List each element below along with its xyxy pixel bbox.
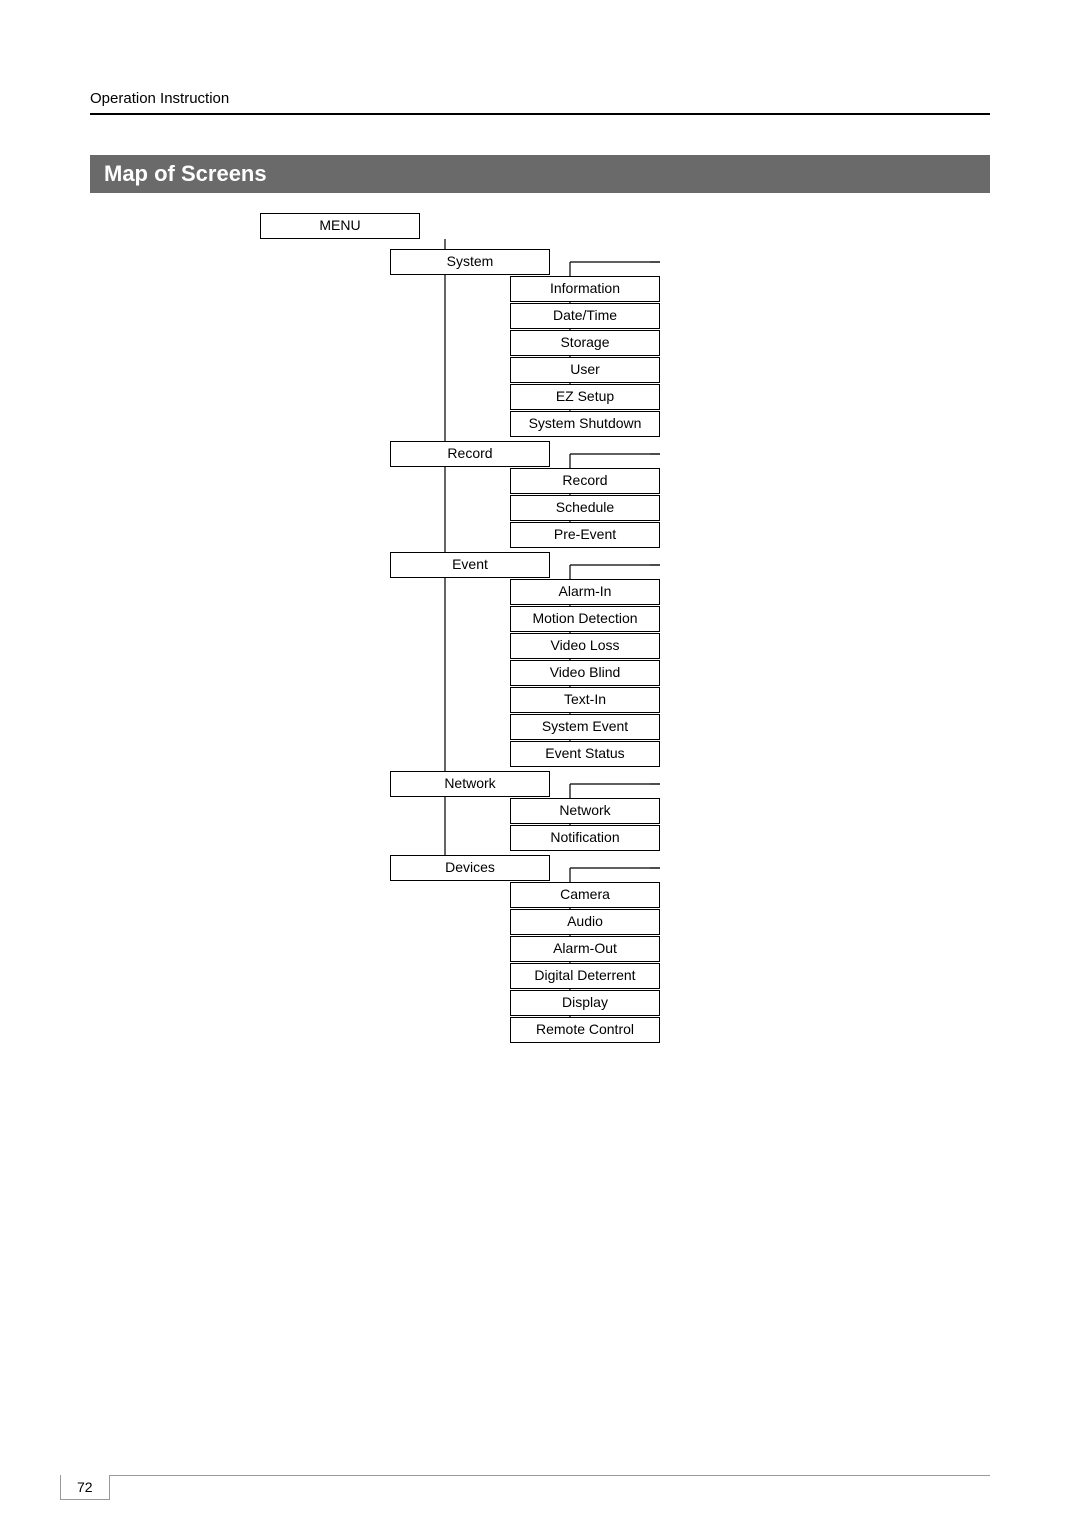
menu-category: Devices (390, 855, 550, 881)
screen-map-diagram: MENU SystemInformationDate/TimeStorageUse… (90, 213, 990, 1057)
menu-leaf: Alarm-Out (510, 936, 660, 962)
menu-leaf: Record (510, 468, 660, 494)
menu-category: System (390, 249, 550, 275)
menu-leaf: Text-In (510, 687, 660, 713)
menu-leaf: Notification (510, 825, 660, 851)
menu-leaf: Video Blind (510, 660, 660, 686)
menu-leaf: Remote Control (510, 1017, 660, 1043)
page-number: 72 (60, 1475, 110, 1500)
menu-leaf: System Event (510, 714, 660, 740)
menu-leaf: Pre-Event (510, 522, 660, 548)
menu-leaf: System Shutdown (510, 411, 660, 437)
page-footer: 72 (90, 1475, 990, 1476)
section-title: Map of Screens (90, 155, 990, 193)
menu-leaf: Audio (510, 909, 660, 935)
menu-leaf: Schedule (510, 495, 660, 521)
menu-category: Network (390, 771, 550, 797)
page-header: Operation Instruction (90, 90, 990, 107)
menu-leaf: Alarm-In (510, 579, 660, 605)
menu-leaf: Storage (510, 330, 660, 356)
menu-leaf: Camera (510, 882, 660, 908)
menu-leaf: Network (510, 798, 660, 824)
menu-leaf: User (510, 357, 660, 383)
menu-leaf: Digital Deterrent (510, 963, 660, 989)
menu-root: MENU (260, 213, 420, 239)
menu-leaf: Date/Time (510, 303, 660, 329)
menu-leaf: Video Loss (510, 633, 660, 659)
menu-leaf: Information (510, 276, 660, 302)
menu-category: Event (390, 552, 550, 578)
menu-leaf: EZ Setup (510, 384, 660, 410)
menu-category: Record (390, 441, 550, 467)
menu-leaf: Display (510, 990, 660, 1016)
document-page: Operation Instruction Map of Screens MEN… (0, 0, 1080, 1526)
header-rule (90, 113, 990, 115)
menu-leaf: Event Status (510, 741, 660, 767)
footer-rule (90, 1475, 990, 1476)
menu-leaf: Motion Detection (510, 606, 660, 632)
